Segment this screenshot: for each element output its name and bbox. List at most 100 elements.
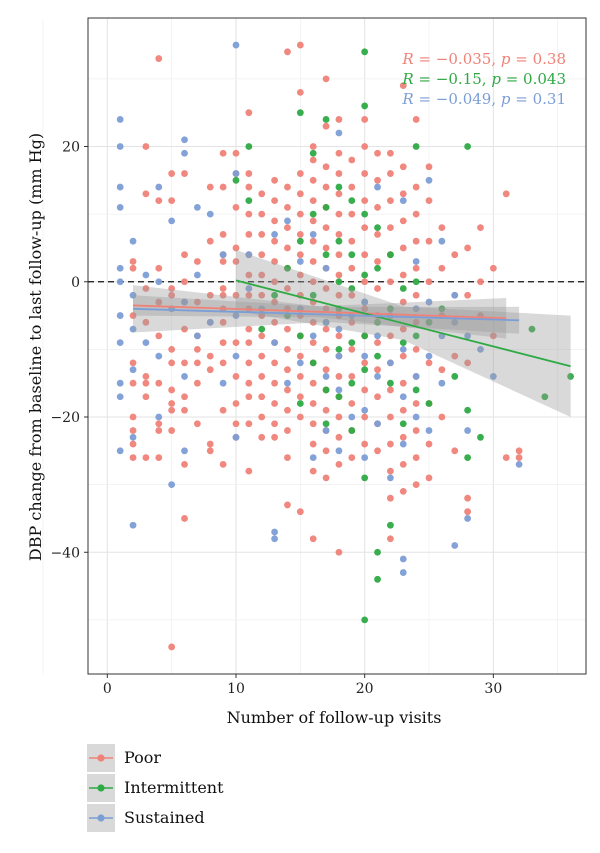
data-point-poor	[193, 359, 201, 367]
data-point-poor	[464, 508, 472, 516]
data-point-poor	[335, 271, 343, 279]
data-point-poor	[219, 339, 227, 347]
data-point-poor	[309, 217, 317, 225]
data-point-poor	[245, 109, 253, 117]
data-point-poor	[271, 176, 278, 184]
data-point-sustained	[116, 264, 124, 272]
data-point-poor	[412, 481, 420, 489]
data-point-sustained	[489, 373, 497, 380]
data-point-poor	[361, 305, 369, 313]
data-point-poor	[168, 291, 176, 299]
data-point-poor	[399, 244, 407, 252]
data-point-poor	[348, 156, 356, 164]
data-point-poor	[425, 163, 433, 171]
data-point-poor	[284, 224, 291, 232]
data-point-poor	[296, 508, 304, 516]
data-point-poor	[258, 231, 266, 238]
data-point-poor	[258, 352, 266, 360]
data-point-sustained	[155, 352, 163, 360]
data-point-poor	[245, 393, 253, 401]
data-point-poor	[348, 183, 356, 191]
data-point-poor	[155, 454, 163, 461]
data-point-intermittent	[245, 197, 253, 204]
data-point-poor	[412, 291, 420, 299]
legend-dot-poor	[97, 754, 105, 762]
data-point-poor	[181, 278, 188, 286]
data-point-poor	[322, 122, 330, 130]
data-point-poor	[309, 156, 317, 164]
data-point-poor	[271, 359, 278, 367]
data-point-poor	[309, 440, 317, 448]
data-point-intermittent	[399, 339, 407, 347]
data-point-poor	[348, 237, 356, 245]
data-point-poor	[412, 237, 420, 245]
data-point-poor	[464, 359, 472, 367]
data-point-poor	[284, 454, 291, 461]
data-point-intermittent	[361, 332, 369, 340]
data-point-poor	[219, 406, 227, 414]
data-point-intermittent	[232, 176, 240, 184]
data-point-sustained	[219, 379, 227, 387]
data-point-intermittent	[348, 285, 356, 292]
data-point-intermittent	[425, 318, 433, 326]
data-point-poor	[232, 420, 240, 428]
data-point-poor	[361, 359, 369, 367]
data-point-poor	[322, 75, 330, 83]
data-point-poor	[193, 345, 201, 353]
data-point-poor	[155, 298, 163, 306]
data-point-sustained	[412, 413, 420, 421]
data-point-poor	[296, 373, 304, 380]
data-point-sustained	[335, 325, 343, 333]
data-point-poor	[387, 170, 394, 177]
data-point-poor	[181, 325, 188, 333]
data-point-sustained	[232, 352, 240, 360]
legend-label-intermittent: Intermittent	[124, 778, 224, 797]
data-point-sustained	[451, 542, 459, 549]
data-point-poor	[206, 447, 214, 455]
data-point-sustained	[155, 278, 163, 286]
data-point-sustained	[116, 447, 124, 455]
data-point-sustained	[193, 271, 201, 279]
data-point-intermittent	[387, 251, 394, 259]
data-point-intermittent	[477, 433, 484, 441]
data-point-sustained	[438, 379, 446, 387]
data-point-poor	[348, 345, 356, 353]
data-point-poor	[271, 400, 278, 407]
data-point-poor	[258, 332, 266, 340]
data-point-sustained	[361, 406, 369, 414]
data-point-poor	[168, 427, 176, 434]
data-point-poor	[142, 454, 150, 461]
data-point-poor	[335, 332, 343, 340]
data-point-intermittent	[361, 102, 369, 110]
data-point-poor	[129, 427, 137, 434]
data-point-intermittent	[322, 251, 330, 259]
data-point-poor	[348, 291, 356, 299]
data-point-sustained	[116, 278, 124, 286]
data-point-poor	[168, 170, 176, 177]
data-point-poor	[309, 379, 317, 387]
data-point-poor	[399, 217, 407, 225]
data-point-poor	[142, 190, 150, 198]
data-point-sustained	[374, 420, 381, 428]
data-point-sustained	[477, 345, 484, 353]
data-point-poor	[438, 366, 446, 374]
data-point-poor	[425, 237, 433, 245]
data-point-intermittent	[374, 318, 381, 326]
data-point-poor	[258, 312, 266, 319]
data-point-poor	[412, 427, 420, 434]
data-point-poor	[322, 447, 330, 455]
data-point-poor	[284, 366, 291, 374]
data-point-intermittent	[361, 271, 369, 279]
data-point-poor	[129, 359, 137, 367]
data-point-poor	[399, 406, 407, 414]
regression-fits	[133, 250, 571, 417]
data-point-poor	[258, 271, 266, 279]
data-point-poor	[284, 203, 291, 211]
data-point-poor	[271, 433, 278, 441]
data-point-sustained	[245, 251, 253, 259]
data-point-poor	[399, 379, 407, 387]
data-point-sustained	[155, 413, 163, 421]
data-point-poor	[399, 352, 407, 360]
data-point-sustained	[374, 332, 381, 340]
